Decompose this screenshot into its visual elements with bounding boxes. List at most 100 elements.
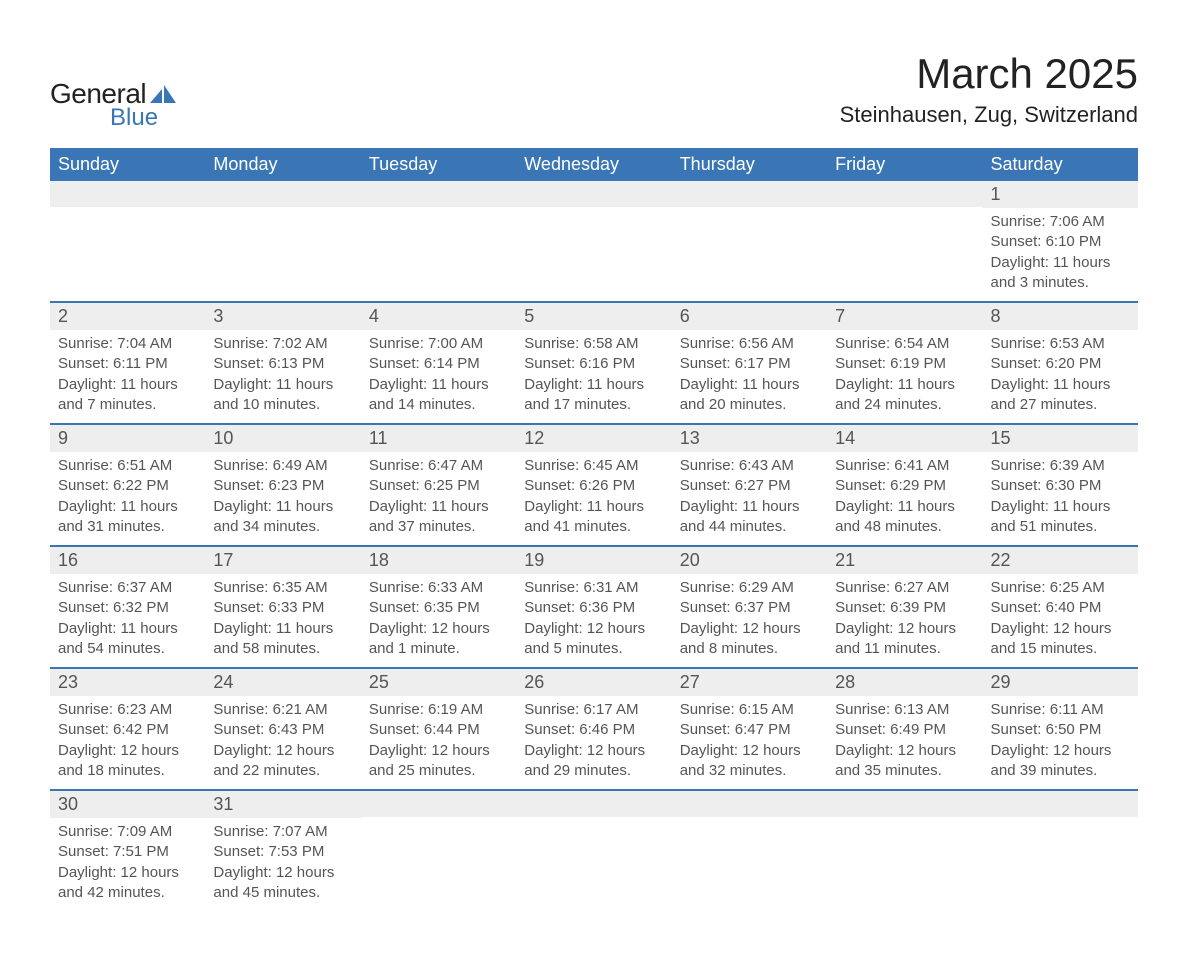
title-block: March 2025 Steinhausen, Zug, Switzerland: [840, 50, 1138, 128]
calendar-body: 1Sunrise: 7:06 AMSunset: 6:10 PMDaylight…: [50, 181, 1138, 911]
day-number: 31: [205, 791, 360, 818]
day-content-empty: [50, 207, 205, 219]
calendar-day-cell: 4Sunrise: 7:00 AMSunset: 6:14 PMDaylight…: [361, 302, 516, 424]
daylight-text: Daylight: 11 hours and 41 minutes.: [524, 497, 663, 538]
sunrise-text: Sunrise: 6:21 AM: [213, 700, 352, 720]
day-content: Sunrise: 6:41 AMSunset: 6:29 PMDaylight:…: [827, 452, 982, 545]
day-number: 22: [983, 547, 1138, 574]
sunset-text: Sunset: 6:17 PM: [680, 354, 819, 374]
sunset-text: Sunset: 6:25 PM: [369, 476, 508, 496]
day-content: Sunrise: 6:58 AMSunset: 6:16 PMDaylight:…: [516, 330, 671, 423]
sunset-text: Sunset: 6:14 PM: [369, 354, 508, 374]
calendar-day-cell: 30Sunrise: 7:09 AMSunset: 7:51 PMDayligh…: [50, 790, 205, 911]
sunrise-text: Sunrise: 7:06 AM: [991, 212, 1130, 232]
weekday-header: Saturday: [983, 148, 1138, 181]
daynum-bar-empty: [516, 791, 671, 817]
day-content: Sunrise: 7:02 AMSunset: 6:13 PMDaylight:…: [205, 330, 360, 423]
day-content: Sunrise: 6:35 AMSunset: 6:33 PMDaylight:…: [205, 574, 360, 667]
daynum-bar-empty: [361, 791, 516, 817]
sunset-text: Sunset: 6:26 PM: [524, 476, 663, 496]
day-number: 16: [50, 547, 205, 574]
sunset-text: Sunset: 6:20 PM: [991, 354, 1130, 374]
calendar-week-row: 9Sunrise: 6:51 AMSunset: 6:22 PMDaylight…: [50, 424, 1138, 546]
daynum-bar-empty: [827, 791, 982, 817]
daylight-text: Daylight: 12 hours and 11 minutes.: [835, 619, 974, 660]
daynum-bar-empty: [205, 181, 360, 207]
day-number: 2: [50, 303, 205, 330]
daylight-text: Daylight: 12 hours and 42 minutes.: [58, 863, 197, 904]
day-number: 20: [672, 547, 827, 574]
day-content-empty: [672, 207, 827, 219]
day-content-empty: [516, 817, 671, 829]
daylight-text: Daylight: 12 hours and 45 minutes.: [213, 863, 352, 904]
sunrise-text: Sunrise: 6:11 AM: [991, 700, 1130, 720]
calendar-day-cell: 20Sunrise: 6:29 AMSunset: 6:37 PMDayligh…: [672, 546, 827, 668]
day-content: Sunrise: 6:25 AMSunset: 6:40 PMDaylight:…: [983, 574, 1138, 667]
daylight-text: Daylight: 11 hours and 51 minutes.: [991, 497, 1130, 538]
sunrise-text: Sunrise: 6:41 AM: [835, 456, 974, 476]
daylight-text: Daylight: 12 hours and 25 minutes.: [369, 741, 508, 782]
day-content: Sunrise: 6:54 AMSunset: 6:19 PMDaylight:…: [827, 330, 982, 423]
day-content-empty: [361, 817, 516, 829]
sunrise-text: Sunrise: 6:15 AM: [680, 700, 819, 720]
daylight-text: Daylight: 11 hours and 7 minutes.: [58, 375, 197, 416]
calendar-day-cell: 14Sunrise: 6:41 AMSunset: 6:29 PMDayligh…: [827, 424, 982, 546]
day-content: Sunrise: 6:21 AMSunset: 6:43 PMDaylight:…: [205, 696, 360, 789]
sunrise-text: Sunrise: 6:29 AM: [680, 578, 819, 598]
daylight-text: Daylight: 12 hours and 29 minutes.: [524, 741, 663, 782]
day-number: 9: [50, 425, 205, 452]
day-content: Sunrise: 7:09 AMSunset: 7:51 PMDaylight:…: [50, 818, 205, 911]
month-title: March 2025: [840, 50, 1138, 98]
sunrise-text: Sunrise: 6:54 AM: [835, 334, 974, 354]
daylight-text: Daylight: 11 hours and 27 minutes.: [991, 375, 1130, 416]
calendar-day-cell: 5Sunrise: 6:58 AMSunset: 6:16 PMDaylight…: [516, 302, 671, 424]
sunrise-text: Sunrise: 6:25 AM: [991, 578, 1130, 598]
calendar-day-cell: 29Sunrise: 6:11 AMSunset: 6:50 PMDayligh…: [983, 668, 1138, 790]
calendar-day-cell: 11Sunrise: 6:47 AMSunset: 6:25 PMDayligh…: [361, 424, 516, 546]
day-content: Sunrise: 6:49 AMSunset: 6:23 PMDaylight:…: [205, 452, 360, 545]
day-number: 10: [205, 425, 360, 452]
sunrise-text: Sunrise: 6:35 AM: [213, 578, 352, 598]
calendar-empty-cell: [672, 181, 827, 302]
daynum-bar-empty: [361, 181, 516, 207]
daylight-text: Daylight: 11 hours and 14 minutes.: [369, 375, 508, 416]
day-number: 5: [516, 303, 671, 330]
day-number: 15: [983, 425, 1138, 452]
sunset-text: Sunset: 6:42 PM: [58, 720, 197, 740]
calendar-day-cell: 22Sunrise: 6:25 AMSunset: 6:40 PMDayligh…: [983, 546, 1138, 668]
daynum-bar-empty: [50, 181, 205, 207]
day-number: 18: [361, 547, 516, 574]
sunset-text: Sunset: 6:30 PM: [991, 476, 1130, 496]
day-content-empty: [205, 207, 360, 219]
daylight-text: Daylight: 12 hours and 1 minute.: [369, 619, 508, 660]
daylight-text: Daylight: 11 hours and 31 minutes.: [58, 497, 197, 538]
daynum-bar-empty: [983, 791, 1138, 817]
daylight-text: Daylight: 11 hours and 20 minutes.: [680, 375, 819, 416]
day-number: 17: [205, 547, 360, 574]
day-number: 12: [516, 425, 671, 452]
calendar-empty-cell: [516, 181, 671, 302]
sunrise-text: Sunrise: 6:58 AM: [524, 334, 663, 354]
sunset-text: Sunset: 6:37 PM: [680, 598, 819, 618]
day-number: 28: [827, 669, 982, 696]
daylight-text: Daylight: 12 hours and 15 minutes.: [991, 619, 1130, 660]
daynum-bar-empty: [672, 181, 827, 207]
sunset-text: Sunset: 6:35 PM: [369, 598, 508, 618]
sunrise-text: Sunrise: 6:19 AM: [369, 700, 508, 720]
daylight-text: Daylight: 11 hours and 58 minutes.: [213, 619, 352, 660]
daylight-text: Daylight: 11 hours and 48 minutes.: [835, 497, 974, 538]
day-content: Sunrise: 6:31 AMSunset: 6:36 PMDaylight:…: [516, 574, 671, 667]
sunrise-text: Sunrise: 6:13 AM: [835, 700, 974, 720]
day-number: 7: [827, 303, 982, 330]
sunrise-text: Sunrise: 6:56 AM: [680, 334, 819, 354]
calendar-week-row: 1Sunrise: 7:06 AMSunset: 6:10 PMDaylight…: [50, 181, 1138, 302]
day-content: Sunrise: 6:33 AMSunset: 6:35 PMDaylight:…: [361, 574, 516, 667]
day-number: 23: [50, 669, 205, 696]
sunset-text: Sunset: 6:46 PM: [524, 720, 663, 740]
day-number: 21: [827, 547, 982, 574]
daylight-text: Daylight: 12 hours and 32 minutes.: [680, 741, 819, 782]
weekday-header: Wednesday: [516, 148, 671, 181]
calendar-empty-cell: [205, 181, 360, 302]
weekday-header: Tuesday: [361, 148, 516, 181]
calendar-day-cell: 17Sunrise: 6:35 AMSunset: 6:33 PMDayligh…: [205, 546, 360, 668]
